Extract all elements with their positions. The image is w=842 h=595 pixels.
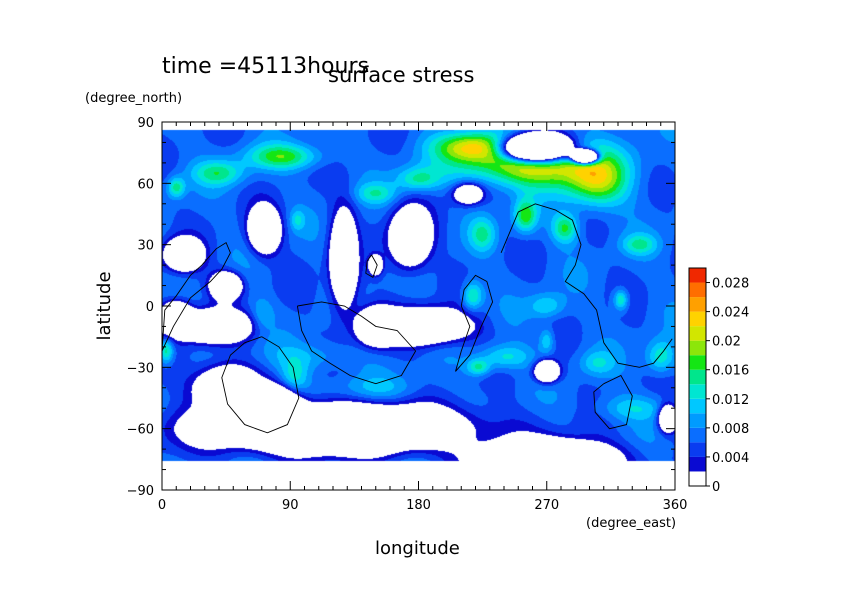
y-axis-units: (degree_north) — [85, 91, 182, 106]
x-axis-label: longitude — [375, 538, 460, 559]
x-tick-label: 0 — [158, 498, 166, 513]
colorbar-tick-label: 0.008 — [712, 422, 749, 437]
colorbar-swatch — [689, 355, 706, 370]
colorbar-tick-label: 0.024 — [712, 306, 749, 321]
stress-field — [162, 122, 675, 490]
axis-ticks: 0 90 180 270 360 −90 −60 −30 0 30 60 90 — [127, 116, 688, 513]
coastline-0 — [161, 241, 231, 352]
colorbar-tick-label: 0.02 — [712, 335, 741, 350]
coastline-3 — [365, 254, 378, 279]
coastline-1 — [221, 336, 300, 434]
colorbar-swatch — [689, 398, 706, 414]
coastline-2 — [296, 301, 417, 385]
colorbar-swatch — [689, 456, 706, 472]
coastline-5 — [500, 203, 673, 368]
y-tick-label: 0 — [146, 300, 154, 315]
x-axis-units: (degree_east) — [586, 516, 676, 531]
y-axis-label: latitude — [94, 271, 115, 340]
colorbar-swatch — [689, 297, 706, 312]
colorbar-swatch — [689, 413, 706, 428]
colorbar-tick-label: 0.028 — [712, 277, 749, 292]
colorbar-swatch — [689, 369, 706, 385]
x-tick-label: 270 — [534, 498, 559, 513]
y-tick-label: −30 — [127, 361, 154, 376]
colorbar-swatch — [689, 442, 706, 457]
colorbar-swatch — [689, 384, 706, 399]
y-tick-label: 30 — [137, 239, 154, 254]
colorbar-tick-label: 0.016 — [712, 364, 749, 379]
chart-title: surface stress — [328, 63, 474, 87]
y-tick-label: −90 — [127, 484, 154, 499]
y-tick-label: 60 — [137, 177, 154, 192]
time-label: time =45113hours — [162, 54, 369, 79]
colorbar-swatch — [689, 340, 706, 356]
coastline-4 — [455, 274, 494, 372]
colorbar-swatch — [689, 326, 706, 341]
colorbar-swatch — [689, 427, 706, 443]
x-tick-label: 360 — [663, 498, 688, 513]
colorbar-tick-label: 0 — [712, 480, 720, 495]
coastline-6 — [593, 374, 633, 430]
y-tick-label: 90 — [137, 116, 154, 131]
y-tick-label: −60 — [127, 423, 154, 438]
colorbar-swatch — [689, 268, 706, 283]
x-tick-label: 180 — [406, 498, 431, 513]
coastlines — [161, 203, 673, 434]
plot-area: 0 90 180 270 360 −90 −60 −30 0 30 60 90 — [127, 116, 688, 513]
colorbar-tick-label: 0.004 — [712, 451, 749, 466]
colorbar-tick-label: 0.012 — [712, 393, 749, 408]
x-tick-label: 90 — [282, 498, 299, 513]
colorbar-swatch — [689, 282, 706, 298]
colorbar-swatch — [689, 471, 706, 486]
colorbar-frame — [688, 267, 707, 487]
colorbar: 0 0.004 0.008 0.012 0.016 0.02 0.024 0.028 — [688, 267, 749, 495]
colorbar-swatch — [689, 311, 706, 327]
